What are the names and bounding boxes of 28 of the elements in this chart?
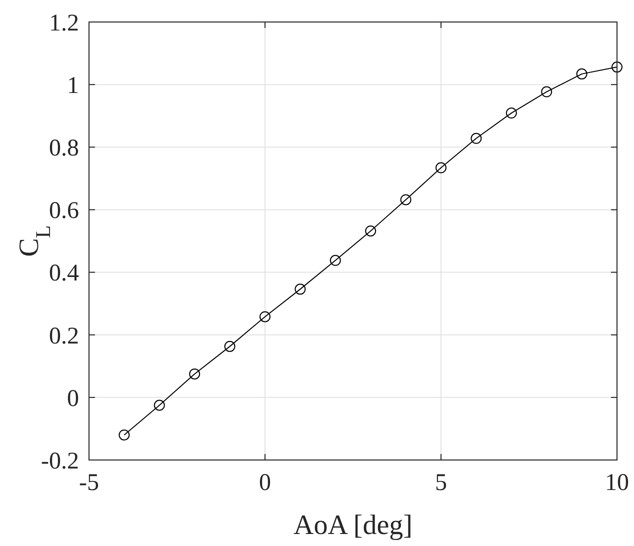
point — [260, 311, 270, 322]
point — [541, 86, 552, 98]
point — [189, 368, 200, 380]
y-tick-label: 1.2 — [49, 10, 79, 36]
point — [365, 225, 376, 236]
y-tick-label: 1 — [67, 72, 79, 99]
y-tick-label: -0.2 — [41, 448, 79, 474]
x-tick-label: -5 — [79, 470, 99, 496]
point — [576, 68, 588, 80]
point — [400, 194, 412, 206]
x-tick-label: 0 — [259, 470, 271, 496]
x-axis-title: AoA [deg] — [294, 510, 412, 541]
point — [118, 429, 130, 440]
point — [224, 340, 236, 352]
y-tick-label: 0.4 — [49, 260, 79, 287]
point — [612, 62, 622, 73]
point — [294, 284, 306, 295]
y-tick-label: 0 — [67, 386, 79, 412]
x-tick-label: 5 — [435, 470, 447, 496]
point — [470, 132, 482, 144]
y-tick-label: 0.2 — [49, 323, 79, 350]
x-tick-label: 10 — [605, 470, 629, 496]
point — [506, 108, 517, 119]
y-tick-label: 0.6 — [49, 198, 79, 224]
point — [330, 254, 341, 266]
y-tick-label: 0.8 — [49, 136, 79, 162]
point — [436, 162, 446, 174]
point — [154, 400, 165, 411]
